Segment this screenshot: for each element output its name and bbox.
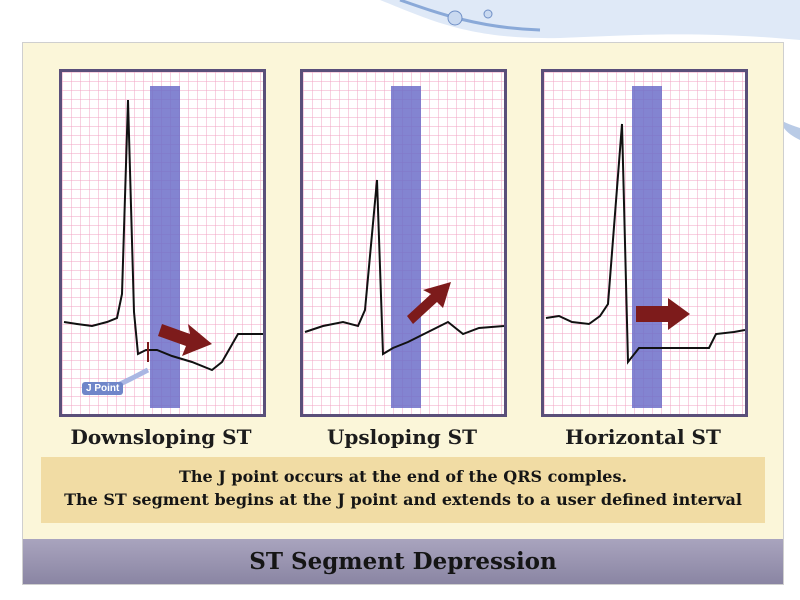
slide-title: ST Segment Depression xyxy=(23,539,783,584)
st-interval-shade xyxy=(391,86,421,408)
panel-title-horizontal: Horizontal ST xyxy=(565,425,721,449)
ecg-strip-downsloping xyxy=(62,72,263,414)
panel-title-downsloping: Downsloping ST xyxy=(70,425,252,449)
upslope-arrow-icon xyxy=(407,282,451,324)
slide: J Point Downsloping ST Upsloping ST xyxy=(22,42,784,585)
horizontal-arrow-icon xyxy=(636,298,690,330)
ecg-panel-downsloping: J Point xyxy=(59,69,266,417)
panel-title-upsloping: Upsloping ST xyxy=(326,425,478,449)
ecg-panel-upsloping xyxy=(300,69,507,417)
ecg-strip-upsloping xyxy=(303,72,504,414)
st-interval-shade xyxy=(632,86,662,408)
ecg-trace xyxy=(545,123,745,365)
info-box: The J point occurs at the end of the QRS… xyxy=(41,457,765,523)
info-line-2: The ST segment begins at the J point and… xyxy=(64,490,742,509)
ecg-strip-horizontal xyxy=(544,72,745,414)
j-point-label: J Point xyxy=(82,382,124,395)
ecg-trace xyxy=(304,179,504,356)
info-line-1: The J point occurs at the end of the QRS… xyxy=(178,467,628,486)
st-interval-shade xyxy=(150,86,180,408)
downslope-arrow-icon xyxy=(158,324,212,356)
ecg-trace xyxy=(63,99,263,372)
ecg-panel-horizontal xyxy=(541,69,748,417)
